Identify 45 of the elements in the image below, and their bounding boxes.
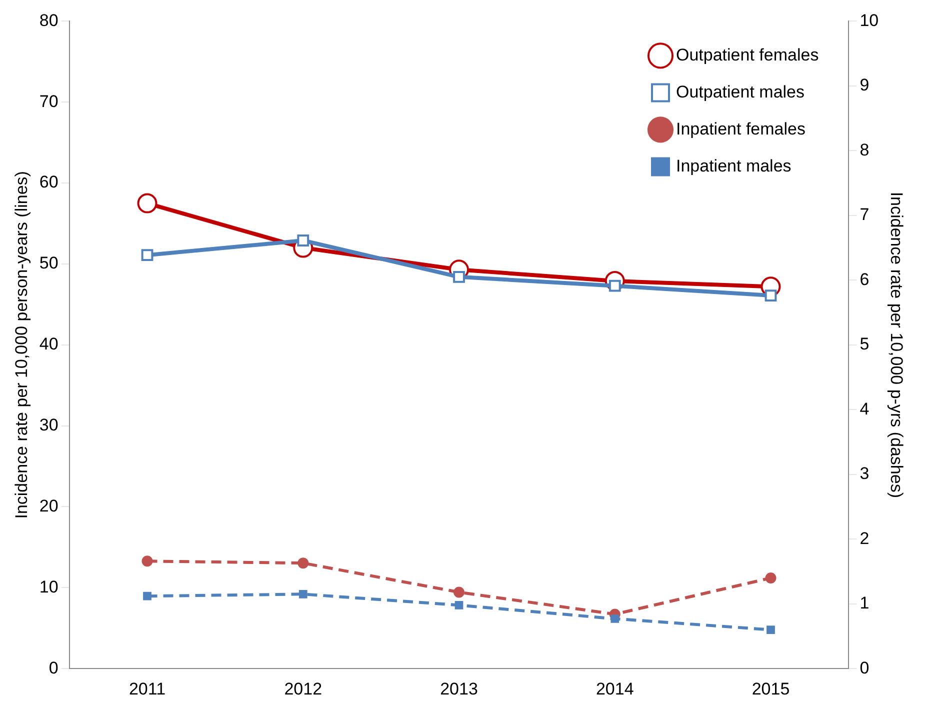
point — [297, 234, 310, 246]
y2-tick-label: 8 — [860, 140, 870, 160]
y2-tick-label: 1 — [860, 594, 870, 613]
y-axis-title: Incidence rate per 10,000 person-years (lines) — [12, 171, 31, 519]
y-tick-label: 60 — [39, 172, 58, 192]
x-tick-label: 2014 — [596, 679, 634, 698]
y-tick-label: 80 — [39, 10, 58, 30]
legend-label: Inpatient females — [676, 119, 806, 138]
y2-tick-label: 4 — [860, 399, 870, 418]
y-tick-label: 50 — [39, 254, 58, 273]
point — [764, 290, 777, 302]
y2-tick-label: 10 — [860, 10, 879, 30]
point — [454, 586, 464, 598]
point — [765, 572, 776, 584]
y-tick-label: 10 — [39, 577, 58, 596]
point — [766, 626, 775, 634]
y-tick-label: 70 — [39, 92, 58, 111]
point — [143, 592, 152, 600]
point — [298, 590, 308, 598]
y-tick-label: 0 — [48, 658, 58, 678]
x-tick-label: 2012 — [284, 679, 322, 698]
point — [454, 600, 464, 610]
y2-tick-label: 9 — [860, 76, 870, 95]
y2-tick-label: 7 — [860, 205, 870, 224]
y2-tick-label: 5 — [860, 334, 870, 354]
point — [453, 270, 465, 283]
point — [141, 249, 154, 262]
legend-label: Outpatient males — [676, 82, 805, 102]
y2-axis-title: Incidence rate per 10,000 p-yrs (dashes) — [887, 192, 906, 498]
x-tick-label: 2011 — [128, 679, 166, 698]
y-tick-label: 20 — [39, 496, 58, 516]
y2-tick-label: 2 — [860, 528, 870, 548]
y2-tick-label: 0 — [860, 658, 870, 678]
y-tick-label: 30 — [39, 416, 58, 435]
y-tick-label: 40 — [39, 334, 58, 354]
x-tick-label: 2015 — [752, 679, 790, 698]
x-tick-label: 2013 — [440, 679, 478, 698]
point — [142, 556, 153, 567]
legend-label: Outpatient females — [676, 45, 819, 64]
point — [610, 614, 620, 623]
point — [137, 193, 158, 214]
point — [298, 558, 309, 569]
legend-label: Inpatient males — [676, 156, 792, 176]
y2-tick-label: 6 — [860, 270, 870, 289]
y2-tick-label: 3 — [860, 464, 870, 484]
